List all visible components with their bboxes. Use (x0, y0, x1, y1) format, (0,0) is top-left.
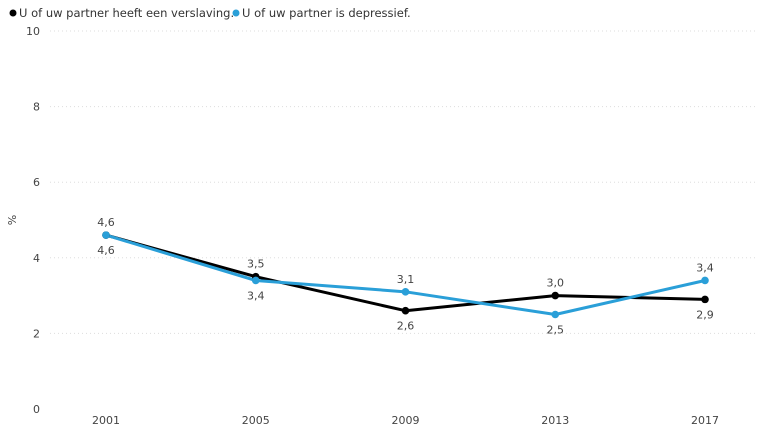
y-tick-label-8: 8 (33, 101, 40, 114)
data-point-s0-2013[interactable] (551, 291, 560, 300)
y-tick-label-6: 6 (33, 176, 40, 189)
y-tick-label-0: 0 (33, 403, 40, 416)
y-tick-label-2: 2 (33, 327, 40, 340)
data-point-s0-2017[interactable] (701, 295, 709, 304)
data-label-s1-2017: 3,4 (696, 261, 714, 274)
data-point-s1-2005[interactable] (251, 276, 260, 285)
y-tick-label-10: 10 (26, 25, 40, 38)
data-point-s1-2013[interactable] (551, 310, 560, 319)
legend-label-verslaving[interactable]: U of uw partner heeft een verslaving. (19, 6, 234, 20)
data-label-s0-2005: 3,5 (247, 258, 265, 271)
data-point-s1-2009[interactable] (401, 288, 410, 296)
data-label-s0-2017: 2,9 (696, 308, 714, 321)
x-tick-label-2017: 2017 (691, 414, 719, 427)
data-point-s0-2009[interactable] (401, 306, 410, 315)
data-label-s1-2013: 2,5 (547, 324, 565, 337)
legend-marker-verslaving (9, 9, 17, 17)
data-label-s1-2001: 4,6 (97, 216, 115, 229)
x-tick-label-2009: 2009 (392, 414, 420, 427)
x-tick-label-2005: 2005 (242, 414, 270, 427)
legend: U of uw partner heeft een verslaving. U … (9, 6, 411, 20)
data-label-s0-2013: 3,0 (547, 277, 565, 290)
data-label-s0-2001: 4,6 (97, 244, 115, 257)
series-points (102, 231, 709, 319)
legend-label-depressief[interactable]: U of uw partner is depressief. (242, 6, 411, 20)
legend-marker-depressief (232, 9, 240, 17)
data-label-s0-2009: 2,6 (397, 320, 415, 333)
data-labels: 4,6 3,5 2,6 3,0 2,9 4,6 3,4 3,1 2,5 3,4 (97, 216, 714, 336)
data-label-s1-2009: 3,1 (397, 273, 415, 286)
x-tick-label-2001: 2001 (92, 414, 120, 427)
gridlines (50, 30, 755, 334)
data-label-s1-2005: 3,4 (247, 289, 265, 302)
data-point-s1-2001[interactable] (102, 231, 110, 239)
x-tick-label-2013: 2013 (541, 414, 569, 427)
y-axis: % 0 2 4 6 8 10 (6, 25, 40, 416)
x-axis: 2001 2005 2009 2013 2017 (92, 414, 719, 427)
y-axis-title: % (6, 215, 19, 225)
y-tick-label-4: 4 (33, 252, 40, 265)
data-point-s1-2017[interactable] (701, 276, 709, 285)
